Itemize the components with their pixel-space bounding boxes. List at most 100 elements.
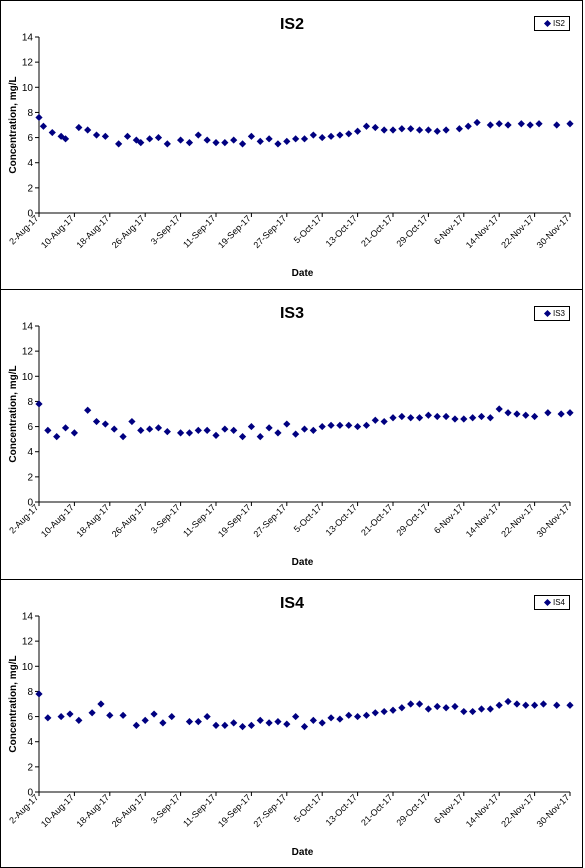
data-point	[522, 411, 530, 419]
x-tick-label: 18-Aug-17	[74, 502, 111, 539]
data-point	[455, 125, 463, 133]
data-point	[247, 422, 255, 431]
x-tick-label: 11-Sep-17	[181, 213, 217, 249]
x-tick-label: 5-Oct-17	[292, 792, 324, 824]
data-point	[163, 140, 171, 148]
data-point	[88, 709, 96, 717]
x-tick-label: 2-Aug-17	[7, 213, 40, 246]
data-point	[371, 123, 379, 132]
y-tick-label: 14	[22, 612, 34, 623]
data-point	[451, 415, 459, 423]
data-point	[35, 113, 43, 122]
legend-label: IS3	[552, 309, 565, 318]
data-point	[531, 412, 539, 421]
data-point	[526, 121, 534, 129]
data-point	[517, 120, 525, 128]
data-point	[84, 406, 92, 414]
data-point	[44, 426, 52, 434]
x-tick-label: 13-Oct-17	[324, 502, 359, 537]
chart-svg: IS2 0 2 4 6 8 10 12 14 2-Aug-1710-Aug-1718-Aug-17…	[7, 16, 574, 279]
x-tick-label: 18-Aug-17	[74, 792, 111, 829]
data-point	[106, 711, 114, 719]
data-point	[137, 139, 145, 147]
data-point	[544, 409, 552, 417]
data-point	[398, 412, 406, 421]
data-point	[221, 139, 229, 147]
data-point	[230, 719, 238, 727]
data-point	[265, 135, 273, 143]
data-point	[354, 127, 362, 135]
data-point	[123, 132, 132, 140]
data-point	[486, 121, 494, 129]
y-tick-label: 8	[27, 397, 33, 408]
legend-marker-icon	[543, 598, 552, 607]
data-point	[61, 424, 70, 432]
data-point	[75, 123, 83, 132]
data-point	[504, 121, 512, 129]
data-point	[70, 429, 78, 437]
legend-marker-icon	[543, 19, 552, 28]
x-tick-label: 14-Nov-17	[464, 502, 501, 539]
y-tick-label: 0	[27, 788, 33, 799]
data-point	[159, 719, 167, 727]
y-tick-label: 2	[27, 472, 33, 483]
data-point	[119, 711, 127, 719]
data-point	[132, 721, 140, 729]
x-tick-label: 27-Sep-17	[251, 213, 288, 250]
data-point	[115, 140, 123, 148]
x-tick-label: 21-Oct-17	[359, 502, 394, 537]
chart-title: IS2	[280, 16, 304, 33]
x-tick-label: 2-Aug-17	[7, 502, 40, 535]
x-tick-label: 18-Aug-17	[74, 213, 111, 250]
chart-svg: IS4 0 2 4 6 8 10 12 14 2-Aug-1710-Aug-1718-Aug-17…	[7, 595, 574, 858]
y-tick-label: 12	[22, 637, 34, 648]
data-point	[283, 137, 291, 145]
y-tick-label: 10	[22, 662, 34, 673]
x-tick-label: 14-Nov-17	[464, 792, 501, 829]
data-point	[451, 702, 459, 711]
legend-label: IS4	[552, 598, 565, 607]
data-point	[185, 139, 194, 147]
data-point	[128, 417, 136, 426]
x-tick-label: 21-Oct-17	[359, 792, 394, 827]
data-point	[75, 716, 83, 724]
data-point	[327, 714, 335, 722]
y-tick-label: 2	[27, 183, 33, 194]
data-point	[473, 118, 481, 127]
data-point	[464, 122, 472, 130]
data-point	[146, 135, 154, 143]
data-point	[212, 139, 220, 147]
data-point	[469, 707, 477, 716]
data-point	[300, 135, 309, 143]
data-point	[141, 716, 149, 724]
data-point	[309, 716, 317, 724]
legend-marker-icon	[543, 309, 552, 318]
x-tick-label: 26-Aug-17	[110, 792, 147, 829]
x-tick-label: 30-Nov-17	[535, 502, 572, 539]
y-tick-label: 12	[22, 58, 34, 69]
data-point	[495, 405, 503, 413]
x-tick-label: 29-Oct-17	[394, 792, 429, 827]
data-point	[495, 120, 503, 128]
data-point	[150, 710, 158, 718]
y-axis-label: Concentration, mg/L	[8, 365, 19, 462]
data-point	[221, 721, 229, 729]
data-point	[57, 712, 65, 721]
y-axis-label: Concentration, mg/L	[8, 655, 19, 752]
data-point	[566, 701, 574, 709]
data-point	[265, 424, 273, 432]
chart-title: IS3	[280, 305, 304, 322]
data-point	[433, 412, 441, 421]
x-tick-label: 30-Nov-17	[535, 213, 572, 250]
data-point	[362, 711, 371, 719]
data-point	[274, 429, 282, 437]
data-point	[292, 430, 300, 438]
x-tick-label: 6-Nov-17	[432, 792, 465, 825]
data-point	[424, 126, 432, 134]
y-tick-label: 8	[27, 108, 33, 119]
data-point	[256, 137, 264, 145]
x-tick-label: 27-Sep-17	[251, 502, 288, 539]
data-point	[318, 133, 326, 142]
data-point	[415, 126, 424, 134]
data-point	[327, 132, 335, 140]
